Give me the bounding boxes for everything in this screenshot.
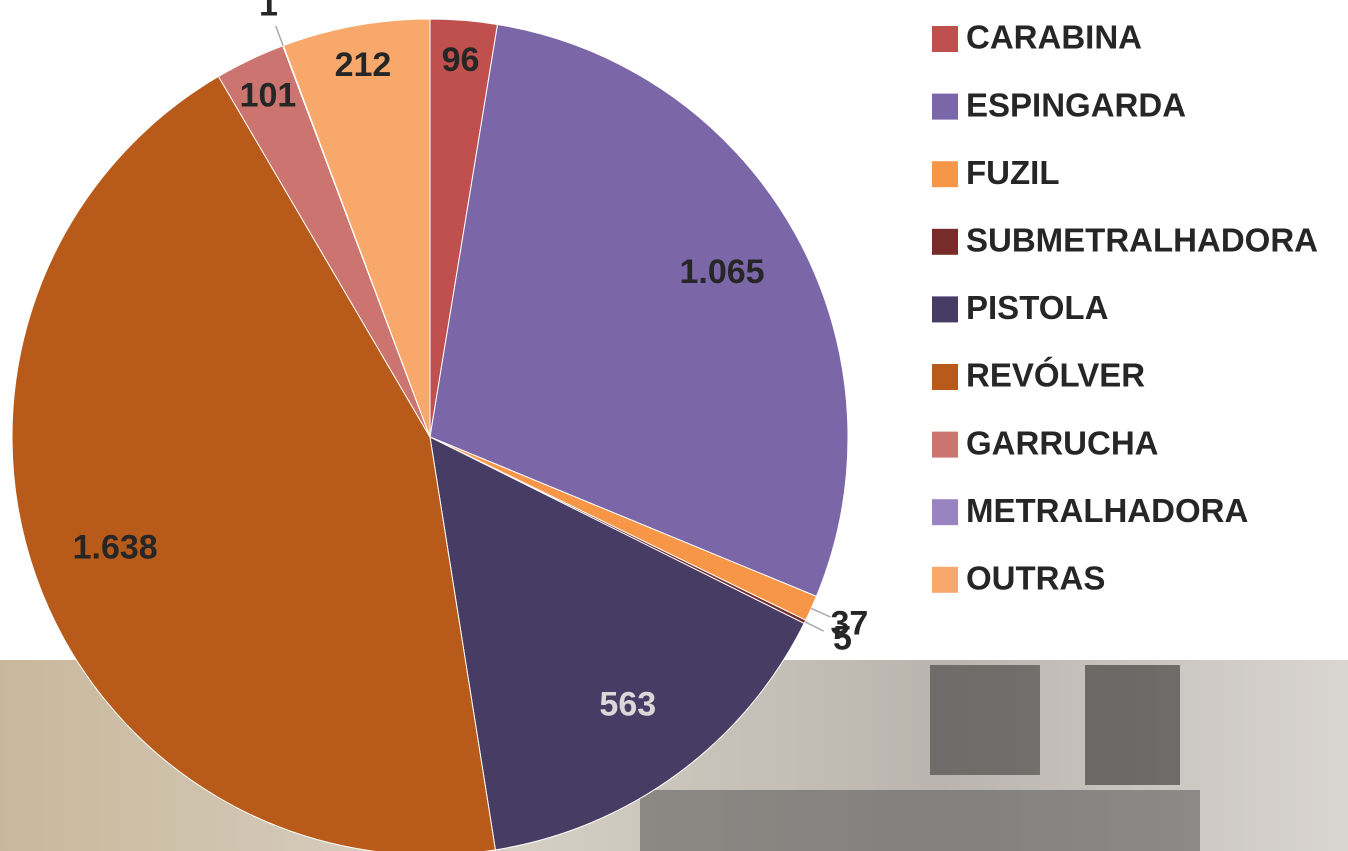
legend-label: GARRUCHA	[966, 424, 1159, 461]
pie-slice	[429, 23, 849, 598]
legend-swatch	[932, 26, 958, 52]
pie	[11, 18, 849, 851]
legend: CARABINA ESPINGARDA FUZIL SUBMETRALHADORA PI…	[932, 19, 1318, 597]
legend-swatch	[932, 228, 958, 255]
legend-swatch	[932, 364, 958, 390]
leader-line	[810, 607, 831, 618]
legend-label: FUZIL	[966, 154, 1059, 191]
data-label: 5	[833, 619, 852, 657]
background-figure	[1085, 665, 1180, 785]
background-rifles	[640, 790, 1200, 851]
data-label: 1	[259, 0, 278, 24]
data-label: 1.065	[680, 253, 765, 291]
leader-line	[804, 621, 825, 632]
legend-label: PISTOLA	[966, 289, 1108, 326]
legend-label: REVÓLVER	[966, 357, 1145, 394]
legend-swatch	[932, 499, 958, 526]
data-label: 37	[830, 605, 868, 643]
legend-swatch	[932, 161, 958, 188]
background-figure	[930, 665, 1040, 775]
pie-slice	[429, 436, 805, 851]
legend-label: OUTRAS	[966, 560, 1105, 597]
pie-slice	[11, 75, 496, 851]
data-label: 1.638	[73, 529, 158, 567]
data-label: 563	[599, 686, 656, 724]
legend-swatch	[932, 566, 958, 593]
data-label: 96	[442, 41, 480, 79]
legend-label: SUBMETRALHADORA	[966, 222, 1318, 259]
legend-label: METRALHADORA	[966, 492, 1248, 529]
legend-swatch	[932, 431, 958, 458]
legend-label: ESPINGARDA	[966, 86, 1186, 123]
data-label: 101	[240, 76, 297, 114]
leader-line	[275, 25, 284, 46]
pie-slice	[282, 18, 431, 438]
data-labels: 96 1.065 375 563 1.638 101 1 212	[73, 0, 869, 724]
legend-swatch	[932, 93, 958, 120]
data-label: 212	[335, 46, 392, 84]
legend-label: CARABINA	[966, 19, 1142, 56]
legend-swatch	[932, 296, 958, 323]
